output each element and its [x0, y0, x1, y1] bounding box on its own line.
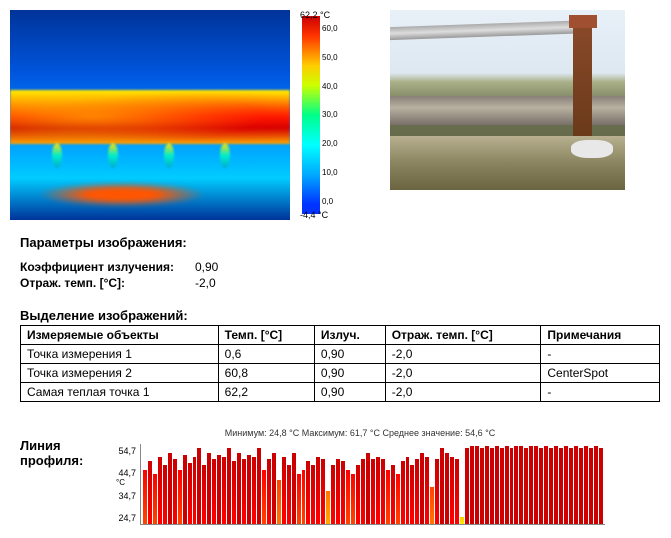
emissivity-value: 0,90 — [195, 260, 255, 274]
params-title: Параметры изображения: — [20, 235, 661, 250]
refl-temp-value: -2,0 — [195, 276, 255, 290]
profile-stats: Минимум: 24,8 °C Максимум: 61,7 °C Средн… — [110, 428, 610, 438]
measurements-table: Измеряемые объекты Темп. [°C] Излуч. Отр… — [20, 325, 660, 402]
thermal-image-panel: 62,2 °C -4,4 °C 60,050,0 40,030,0 20,010… — [10, 10, 340, 220]
colorbar-ticks: 60,050,0 40,030,0 20,010,0 0,0 — [322, 16, 338, 214]
table-row: Точка измерения 10,60,90-2,0- — [21, 345, 660, 364]
reference-photo — [390, 10, 625, 190]
col-emiss: Излуч. — [314, 326, 385, 345]
thermal-image — [10, 10, 290, 220]
profile-section: Линия профиля: Минимум: 24,8 °C Максимум… — [10, 430, 661, 525]
col-temp: Темп. [°C] — [218, 326, 314, 345]
emissivity-label: Коэффициент излучения: — [20, 260, 195, 274]
table-title: Выделение изображений: — [20, 308, 661, 323]
thermal-colorbar: 62,2 °C -4,4 °C 60,050,0 40,030,0 20,010… — [302, 16, 320, 214]
image-row: 62,2 °C -4,4 °C 60,050,0 40,030,0 20,010… — [10, 10, 661, 220]
col-obj: Измеряемые объекты — [21, 326, 219, 345]
table-row: Точка измерения 260,80,90-2,0CenterSpot — [21, 364, 660, 383]
table-header-row: Измеряемые объекты Темп. [°C] Излуч. Отр… — [21, 326, 660, 345]
col-refl: Отраж. темп. [°C] — [385, 326, 541, 345]
profile-label: Линия профиля: — [20, 430, 110, 525]
image-parameters: Параметры изображения: Коэффициент излуч… — [20, 235, 661, 290]
profile-yunit: °C — [116, 478, 125, 487]
table-row: Самая теплая точка 162,20,90-2,0- — [21, 383, 660, 402]
refl-temp-label: Отраж. темп. [°C]: — [20, 276, 195, 290]
col-note: Примечания — [541, 326, 660, 345]
profile-chart: Минимум: 24,8 °C Максимум: 61,7 °C Средн… — [110, 430, 610, 525]
